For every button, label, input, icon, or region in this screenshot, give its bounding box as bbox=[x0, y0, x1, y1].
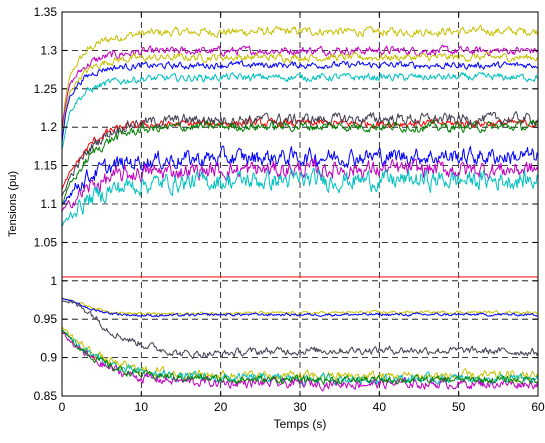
series-line-6 bbox=[61, 117, 539, 190]
x-tick-label: 10 bbox=[135, 400, 149, 414]
y-tick-label: 1.25 bbox=[34, 82, 58, 96]
series-line-1 bbox=[61, 24, 539, 127]
y-tick-label: 1.05 bbox=[34, 235, 58, 249]
series-line-18 bbox=[61, 330, 539, 386]
y-tick-label: 1.1 bbox=[40, 197, 57, 211]
y-tick-label: 0.95 bbox=[34, 312, 58, 326]
y-tick-label: 0.85 bbox=[34, 389, 58, 403]
y-tick-label: 1.15 bbox=[34, 159, 58, 173]
y-axis-label: Tensions (pu) bbox=[7, 171, 19, 237]
x-tick-label: 40 bbox=[373, 400, 387, 414]
series-line-2 bbox=[61, 44, 539, 129]
x-axis-label: Temps (s) bbox=[274, 417, 327, 431]
series-line-14 bbox=[61, 300, 539, 359]
y-tick-label: 0.9 bbox=[40, 351, 57, 365]
series-line-8 bbox=[61, 119, 539, 205]
x-tick-label: 60 bbox=[531, 400, 545, 414]
x-tick-label: 30 bbox=[293, 400, 307, 414]
series-line-4 bbox=[61, 60, 539, 143]
series-line-3 bbox=[61, 51, 539, 135]
y-tick-label: 1 bbox=[50, 274, 57, 288]
series-line-7 bbox=[61, 111, 539, 197]
series-line-5 bbox=[61, 71, 539, 150]
x-tick-label: 20 bbox=[214, 400, 228, 414]
y-axis-ticks: 0.85 0.9 0.95 1 1.05 1.1 1.15 1.2 1.25 1.3 1.35 bbox=[34, 5, 538, 403]
series-line-10 bbox=[61, 158, 539, 212]
series-line-11 bbox=[61, 167, 539, 228]
x-axis-ticks: 0 10 20 30 40 50 60 bbox=[59, 12, 545, 414]
y-tick-label: 1.3 bbox=[40, 43, 57, 57]
series-line-9 bbox=[61, 145, 539, 205]
x-tick-label: 50 bbox=[452, 400, 466, 414]
series-line-13 bbox=[61, 298, 539, 318]
series-group bbox=[61, 24, 539, 392]
y-tick-label: 1.2 bbox=[40, 120, 57, 134]
series-line-12 bbox=[61, 297, 539, 316]
y-tick-label: 1.35 bbox=[34, 5, 58, 19]
x-tick-label: 0 bbox=[59, 400, 66, 414]
